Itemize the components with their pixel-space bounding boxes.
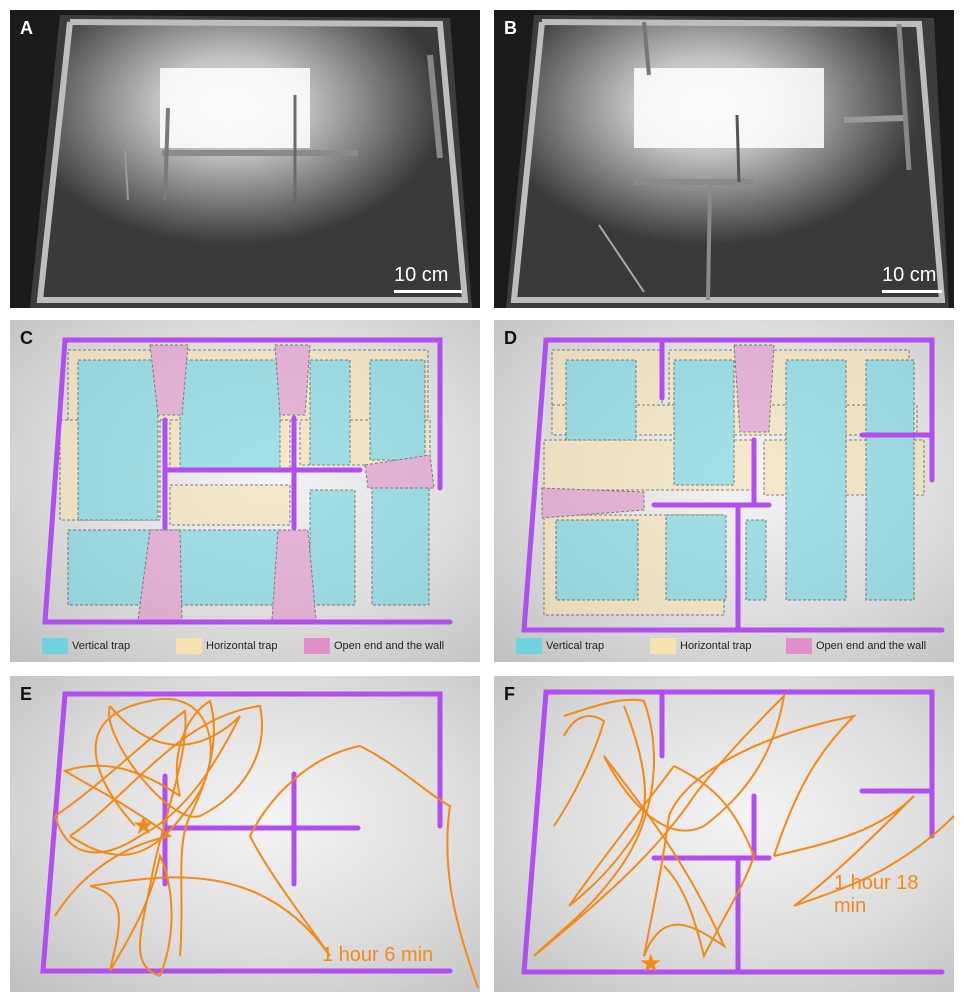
- legend-label: Open end and the wall: [334, 640, 445, 652]
- panel-label: C: [20, 328, 33, 348]
- panel-label: E: [20, 684, 33, 704]
- legend-open-end: Open end and the wall: [304, 638, 444, 654]
- arena-photo-a: [30, 15, 472, 308]
- legend-open-end: Open end and the wall: [786, 638, 926, 654]
- elapsed-time-label: 1 hour 6 min: [322, 944, 434, 966]
- legend-label: Vertical trap: [546, 640, 605, 652]
- legend-swatch: [304, 638, 330, 654]
- trap-map-c: [42, 337, 453, 625]
- scale-bar: [882, 290, 942, 293]
- arena-photo-b: [506, 15, 949, 308]
- panel-c-trap-map: C Vertical trap Horizontal trap Open end…: [10, 320, 480, 662]
- scale-bar-label: 10 cm: [882, 264, 937, 286]
- legend-vertical-trap: Vertical trap: [42, 638, 130, 654]
- panel-label: B: [504, 18, 517, 38]
- elapsed-time-label: 1 hour 18 min: [834, 872, 919, 917]
- legend-label: Horizontal trap: [680, 640, 752, 652]
- start-star-icon: ★: [639, 949, 662, 979]
- panel-e-trajectory: ★ E 1 hour 6 min: [10, 676, 480, 992]
- legend-swatch: [516, 638, 542, 654]
- trajectory-path: [533, 693, 954, 959]
- legend-label: Open end and the wall: [816, 640, 927, 652]
- panel-a-photo: A 10 cm: [10, 10, 480, 308]
- panel-label: F: [504, 684, 515, 704]
- scale-bar: [394, 290, 462, 293]
- trajectory-plot-e: ★: [40, 691, 479, 989]
- scale-bar-label: 10 cm: [394, 264, 449, 286]
- legend-vertical-trap: Vertical trap: [516, 638, 604, 654]
- legend-swatch: [42, 638, 68, 654]
- panel-d-trap-map: D Vertical trap Horizontal trap Open end…: [494, 320, 954, 662]
- panel-label: D: [504, 328, 517, 348]
- legend-label: Horizontal trap: [206, 640, 278, 652]
- light-reflection: [634, 68, 824, 148]
- legend-label: Vertical trap: [72, 640, 131, 652]
- legend-horizontal-trap: Horizontal trap: [650, 638, 752, 654]
- legend-swatch: [650, 638, 676, 654]
- light-reflection: [160, 68, 310, 148]
- trajectory-plot-f: ★: [521, 689, 954, 979]
- trap-map-d: [521, 337, 945, 633]
- legend-swatch: [786, 638, 812, 654]
- panel-f-trajectory: ★ F 1 hour 18 min: [494, 676, 954, 992]
- legend-swatch: [176, 638, 202, 654]
- panel-label: A: [20, 18, 33, 38]
- panel-b-photo: B 10 cm: [494, 10, 954, 308]
- start-star-icon: ★: [132, 811, 155, 841]
- trajectory-path: [54, 698, 479, 989]
- legend-horizontal-trap: Horizontal trap: [176, 638, 278, 654]
